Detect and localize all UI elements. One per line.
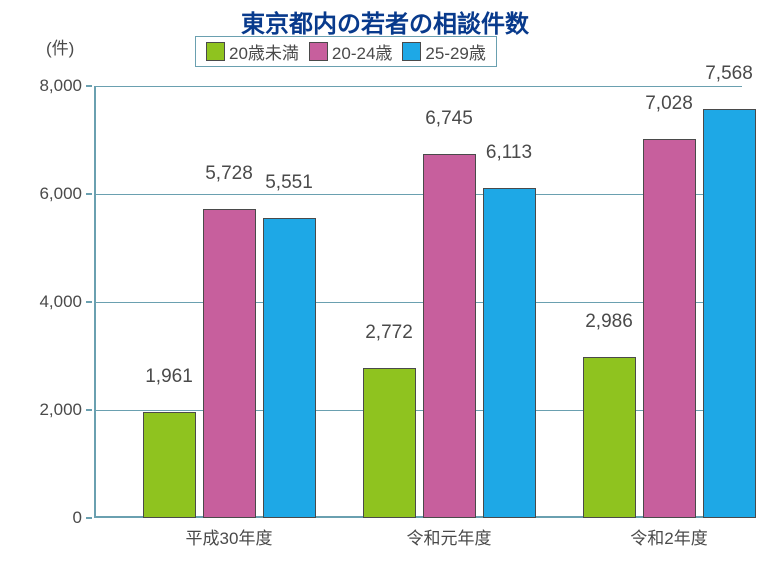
bar-value-label: 7,028 bbox=[645, 93, 693, 115]
y-tick-mark bbox=[86, 85, 92, 87]
y-tick-mark bbox=[86, 517, 92, 519]
legend-label: 20歳未満 bbox=[229, 39, 299, 64]
y-tick-label: 8,000 bbox=[39, 76, 82, 96]
y-tick-label: 4,000 bbox=[39, 292, 82, 312]
legend-swatch bbox=[206, 42, 225, 61]
bar-value-label: 1,961 bbox=[145, 366, 193, 388]
legend-label: 20-24歳 bbox=[332, 39, 392, 64]
bar bbox=[143, 412, 196, 518]
bar-value-label: 2,772 bbox=[365, 322, 413, 344]
bar-value-label: 2,986 bbox=[585, 311, 633, 333]
bar-value-label: 5,728 bbox=[205, 163, 253, 185]
y-tick-mark bbox=[86, 409, 92, 411]
plot-area: 1,961 5,728 5,551 2,772 6,745 6,113 2,986 7,028… bbox=[94, 86, 742, 518]
legend-item: 20-24歳 bbox=[309, 39, 392, 64]
bar bbox=[203, 209, 256, 518]
y-tick-mark bbox=[86, 301, 92, 303]
chart-title: 東京都内の若者の相談件数 bbox=[0, 4, 770, 39]
legend-swatch bbox=[402, 42, 421, 61]
y-tick-mark bbox=[86, 193, 92, 195]
bar-value-label: 7,568 bbox=[705, 63, 753, 85]
y-tick-label: 0 bbox=[73, 508, 82, 528]
x-category-label: 平成30年度 bbox=[186, 524, 273, 549]
chart-container: 東京都内の若者の相談件数 (件) 20歳未満 20-24歳 25-29歳 1,9… bbox=[0, 0, 770, 566]
bar bbox=[703, 109, 756, 518]
bar bbox=[583, 357, 636, 518]
legend-item: 25-29歳 bbox=[402, 39, 485, 64]
x-category-label: 令和元年度 bbox=[407, 524, 492, 549]
bar-value-label: 5,551 bbox=[265, 172, 313, 194]
x-category-label: 令和2年度 bbox=[630, 524, 707, 549]
bar bbox=[363, 368, 416, 518]
legend-item: 20歳未満 bbox=[206, 39, 299, 64]
legend: 20歳未満 20-24歳 25-29歳 bbox=[195, 36, 497, 67]
y-axis-line bbox=[94, 86, 96, 518]
bar-value-label: 6,113 bbox=[486, 142, 532, 164]
gridline bbox=[94, 86, 742, 87]
y-tick-label: 6,000 bbox=[39, 184, 82, 204]
legend-label: 25-29歳 bbox=[425, 39, 485, 64]
bar bbox=[643, 139, 696, 519]
y-axis-unit-label: (件) bbox=[46, 34, 74, 59]
y-tick-label: 2,000 bbox=[39, 400, 82, 420]
bar-value-label: 6,745 bbox=[425, 108, 473, 130]
bar bbox=[483, 188, 536, 518]
bar bbox=[423, 154, 476, 518]
legend-swatch bbox=[309, 42, 328, 61]
bar bbox=[263, 218, 316, 518]
